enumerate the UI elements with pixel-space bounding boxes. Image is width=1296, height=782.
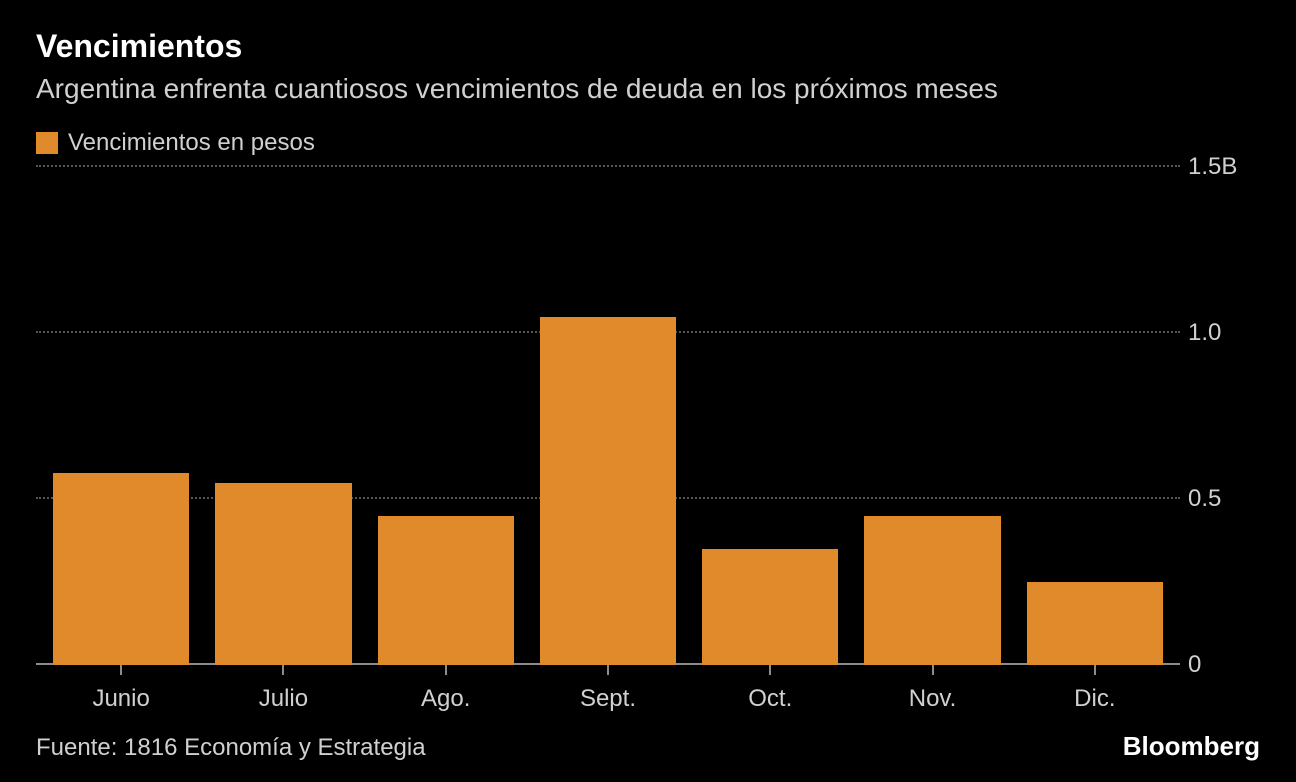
chart-title: Vencimientos xyxy=(36,28,1260,65)
x-tick: Julio xyxy=(202,681,364,713)
x-tick-mark xyxy=(120,665,122,675)
x-tick: Junio xyxy=(40,681,202,713)
x-tick-label: Junio xyxy=(40,685,202,713)
x-tick: Oct. xyxy=(689,681,851,713)
legend-swatch xyxy=(36,132,58,154)
bar xyxy=(540,317,676,665)
x-tick-label: Dic. xyxy=(1014,685,1176,713)
x-tick-label: Julio xyxy=(202,685,364,713)
legend: Vencimientos en pesos xyxy=(36,129,1260,157)
chart-subtitle: Argentina enfrenta cuantiosos vencimient… xyxy=(36,71,1136,107)
x-tick-mark xyxy=(607,665,609,675)
chart-container: Vencimientos Argentina enfrenta cuantios… xyxy=(0,0,1296,782)
chart-area: 00.51.01.5B xyxy=(36,167,1260,665)
y-tick-label: 1.5B xyxy=(1188,153,1252,181)
bar xyxy=(378,516,514,665)
bar-slot xyxy=(1014,167,1176,665)
x-tick-mark xyxy=(1094,665,1096,675)
x-tick: Nov. xyxy=(851,681,1013,713)
plot-area: 00.51.01.5B xyxy=(36,167,1180,665)
x-tick: Sept. xyxy=(527,681,689,713)
source-text: Fuente: 1816 Economía y Estrategia xyxy=(36,734,426,762)
bar-slot xyxy=(527,167,689,665)
bar-slot xyxy=(365,167,527,665)
bar-slot xyxy=(40,167,202,665)
legend-label: Vencimientos en pesos xyxy=(68,129,315,157)
x-tick-label: Ago. xyxy=(365,685,527,713)
bars-group xyxy=(36,167,1180,665)
x-tick-label: Oct. xyxy=(689,685,851,713)
x-axis: JunioJulioAgo.Sept.Oct.Nov.Dic. xyxy=(36,681,1180,713)
bar-slot xyxy=(202,167,364,665)
y-tick-label: 0.5 xyxy=(1188,485,1252,513)
bar xyxy=(215,483,351,665)
footer: Fuente: 1816 Economía y Estrategia Bloom… xyxy=(36,731,1260,762)
bar-slot xyxy=(689,167,851,665)
bar xyxy=(702,549,838,665)
bar xyxy=(53,473,189,665)
x-tick-mark xyxy=(445,665,447,675)
y-tick-label: 0 xyxy=(1188,651,1252,679)
brand-text: Bloomberg xyxy=(1123,731,1260,762)
bar xyxy=(1027,582,1163,665)
x-tick-label: Nov. xyxy=(851,685,1013,713)
y-tick-label: 1.0 xyxy=(1188,319,1252,347)
bar xyxy=(864,516,1000,665)
x-tick-mark xyxy=(282,665,284,675)
x-tick-mark xyxy=(769,665,771,675)
x-tick: Ago. xyxy=(365,681,527,713)
x-tick: Dic. xyxy=(1014,681,1176,713)
x-tick-mark xyxy=(932,665,934,675)
bar-slot xyxy=(851,167,1013,665)
x-tick-label: Sept. xyxy=(527,685,689,713)
